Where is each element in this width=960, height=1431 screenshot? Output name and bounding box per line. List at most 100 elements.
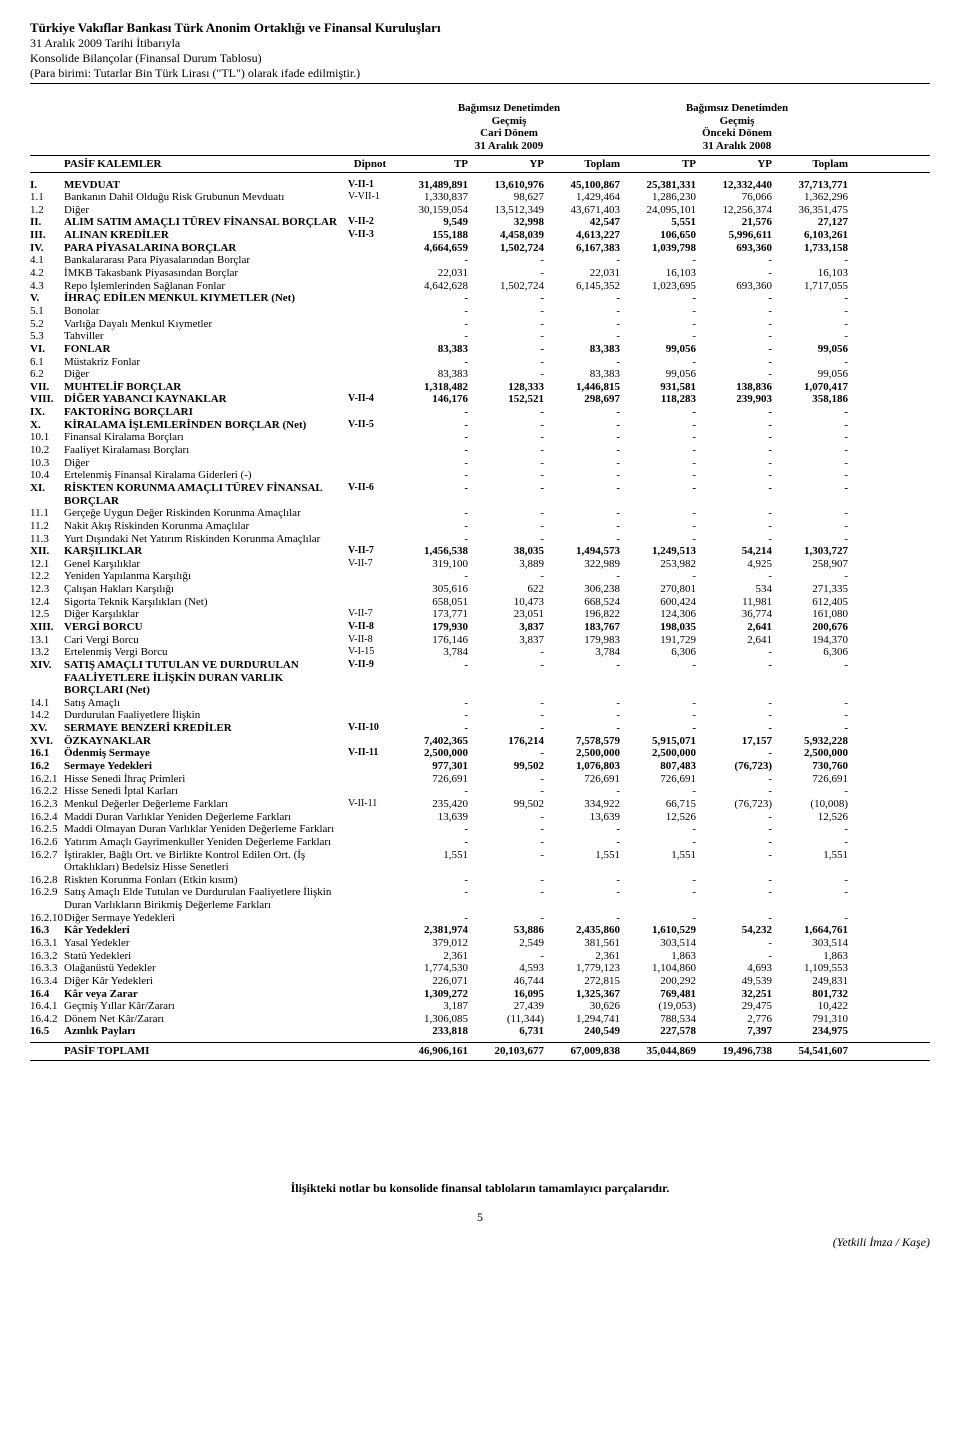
row-note <box>348 507 392 520</box>
row-value: 22,031 <box>398 267 468 280</box>
row-value: 270,801 <box>626 583 696 596</box>
row-value: 227,578 <box>626 1025 696 1038</box>
row-value: 161,080 <box>778 608 848 621</box>
row-value: 226,071 <box>398 975 468 988</box>
row-value: 4,593 <box>474 962 544 975</box>
table-row: XIII.VERGİ BORCUV-II-8179,9303,837183,76… <box>30 621 930 634</box>
row-value: - <box>474 482 544 507</box>
row-value: 10,473 <box>474 596 544 609</box>
table-row: 16.2.5Maddi Olmayan Duran Varlıklar Yeni… <box>30 823 930 836</box>
row-value: - <box>702 356 772 369</box>
row-note: V-II-7 <box>348 558 392 571</box>
row-code: 16.2.8 <box>30 874 58 887</box>
row-note <box>348 318 392 331</box>
row-value: 7,402,365 <box>398 735 468 748</box>
row-value: 76,066 <box>702 191 772 204</box>
table-row: 4.1Bankalararası Para Piyasalarından Bor… <box>30 254 930 267</box>
row-value: - <box>778 482 848 507</box>
row-value: - <box>550 330 620 343</box>
row-value: 22,031 <box>550 267 620 280</box>
row-desc: Çalışan Hakları Karşılığı <box>64 583 342 596</box>
row-value: - <box>398 419 468 432</box>
table-row: 10.2Faaliyet Kiralaması Borçları------ <box>30 444 930 457</box>
row-value: 271,335 <box>778 583 848 596</box>
row-value: 1,551 <box>626 849 696 874</box>
row-value: 30,159,054 <box>398 204 468 217</box>
row-value: - <box>474 469 544 482</box>
row-value: 46,744 <box>474 975 544 988</box>
row-code: 1.2 <box>30 204 58 217</box>
row-value: 200,292 <box>626 975 696 988</box>
balance-table: I.MEVDUATV-II-131,489,89113,610,97645,10… <box>30 179 930 1039</box>
row-code: XIII. <box>30 621 58 634</box>
row-note <box>348 975 392 988</box>
row-value: 45,100,867 <box>550 179 620 192</box>
row-code: 16.2.5 <box>30 823 58 836</box>
row-note <box>348 431 392 444</box>
row-value: 622 <box>474 583 544 596</box>
row-code: XVI. <box>30 735 58 748</box>
audit-current-l2: Geçmiş <box>398 115 620 128</box>
row-value: 128,333 <box>474 381 544 394</box>
row-value: 37,713,771 <box>778 179 848 192</box>
row-value: - <box>702 444 772 457</box>
row-value: - <box>398 318 468 331</box>
row-value: 253,982 <box>626 558 696 571</box>
row-note <box>348 570 392 583</box>
row-value: - <box>778 570 848 583</box>
row-code: 14.1 <box>30 697 58 710</box>
row-value: - <box>398 305 468 318</box>
table-row: 13.2Ertelenmiş Vergi BorcuV-I-153,784-3,… <box>30 646 930 659</box>
header-date: 31 Aralık 2009 Tarihi İtibarıyla <box>30 36 930 51</box>
row-value: - <box>702 292 772 305</box>
document-header: Türkiye Vakıflar Bankası Türk Anonim Ort… <box>30 20 930 84</box>
row-value: 668,524 <box>550 596 620 609</box>
row-value: - <box>702 659 772 697</box>
row-value: 4,458,039 <box>474 229 544 242</box>
row-note <box>348 950 392 963</box>
row-value: - <box>550 318 620 331</box>
audit-current-l1: Bağımsız Denetimden <box>398 102 620 115</box>
row-value: 27,439 <box>474 1000 544 1013</box>
row-value: - <box>474 267 544 280</box>
row-desc: Satış Amaçlı <box>64 697 342 710</box>
row-value: - <box>626 330 696 343</box>
row-note <box>348 343 392 356</box>
row-value: 726,691 <box>398 773 468 786</box>
total-v5: 54,541,607 <box>778 1045 848 1058</box>
row-value: 1,309,272 <box>398 988 468 1001</box>
total-v2: 67,009,838 <box>550 1045 620 1058</box>
row-value: 791,310 <box>778 1013 848 1026</box>
row-desc: Varlığa Dayalı Menkul Kıymetler <box>64 318 342 331</box>
row-value: 13,639 <box>550 811 620 824</box>
row-value: 155,188 <box>398 229 468 242</box>
row-note <box>348 823 392 836</box>
row-note <box>348 596 392 609</box>
table-row: 16.4.2Dönem Net Kâr/Zararı1,306,085(11,3… <box>30 1013 930 1026</box>
row-value: 25,381,331 <box>626 179 696 192</box>
row-code: 11.1 <box>30 507 58 520</box>
row-value: - <box>474 419 544 432</box>
row-code: 6.1 <box>30 356 58 369</box>
row-value: 176,214 <box>474 735 544 748</box>
row-desc: Nakit Akış Riskinden Korunma Amaçlılar <box>64 520 342 533</box>
row-note: V-II-8 <box>348 634 392 647</box>
row-desc: SATIŞ AMAÇLI TUTULAN VE DURDURULAN FAALİ… <box>64 659 342 697</box>
row-desc: Faaliyet Kiralaması Borçları <box>64 444 342 457</box>
row-value: 1,249,513 <box>626 545 696 558</box>
row-value: 194,370 <box>778 634 848 647</box>
row-value: - <box>398 722 468 735</box>
row-value: 200,676 <box>778 621 848 634</box>
table-row: 4.2İMKB Takasbank Piyasasından Borçlar22… <box>30 267 930 280</box>
row-value: 99,056 <box>778 343 848 356</box>
row-value: 2,500,000 <box>626 747 696 760</box>
row-value: 53,886 <box>474 924 544 937</box>
row-value: - <box>626 697 696 710</box>
row-value: - <box>550 886 620 911</box>
row-code: XIV. <box>30 659 58 697</box>
row-value: - <box>702 773 772 786</box>
row-code: 16.2.2 <box>30 785 58 798</box>
table-row: 16.3.2Statü Yedekleri2,361-2,3611,863-1,… <box>30 950 930 963</box>
row-desc: Bankanın Dahil Olduğu Risk Grubunun Mevd… <box>64 191 342 204</box>
row-code: 10.4 <box>30 469 58 482</box>
